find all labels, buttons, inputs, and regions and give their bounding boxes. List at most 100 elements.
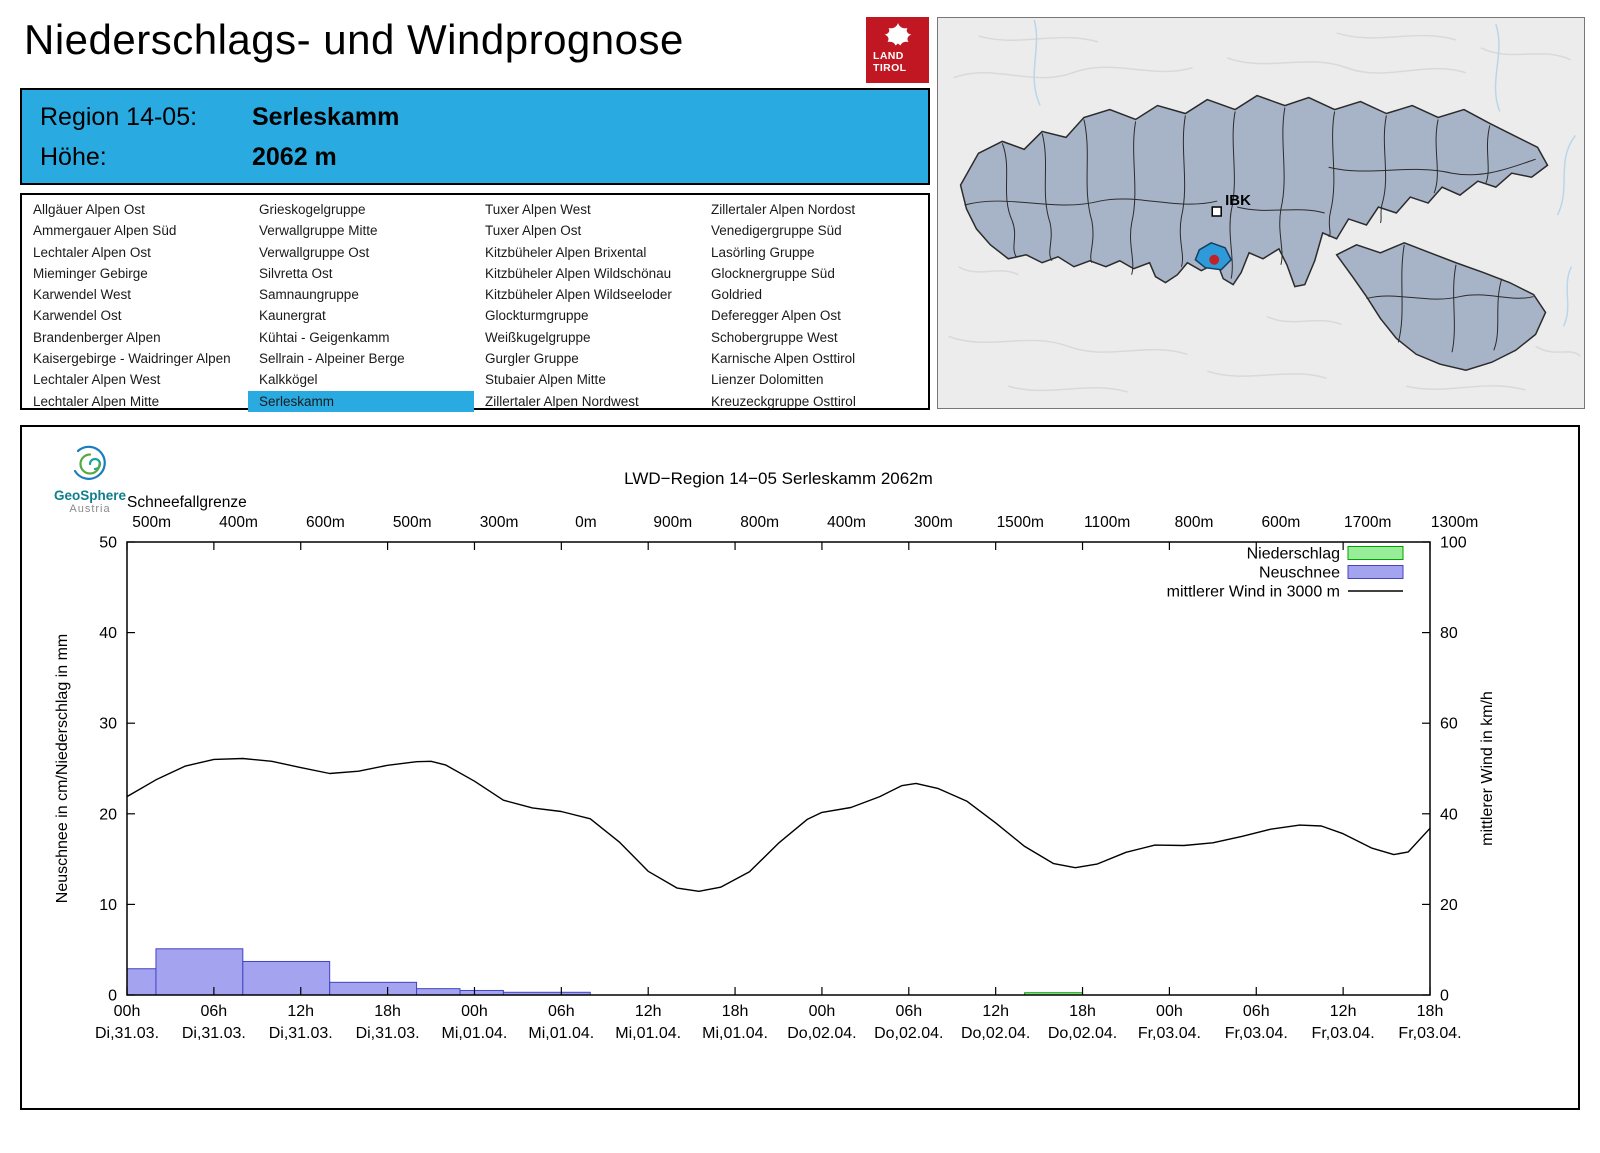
page-title: Niederschlags- und Windprognose — [24, 16, 684, 63]
x-tick-date-label: Di,31.03. — [182, 1025, 246, 1042]
geosphere-name: GeoSphere — [53, 488, 127, 503]
region-list-item[interactable]: Karnische Alpen Osttirol — [711, 351, 856, 367]
land-tirol-logo: LAND TIROL — [866, 17, 929, 83]
terrain-relief-lines — [948, 32, 1581, 393]
x-tick-date-label: Do,02.04. — [874, 1025, 943, 1042]
region-list-item[interactable]: Tuxer Alpen West — [485, 202, 591, 217]
geosphere-logo: GeoSphere Austria — [44, 445, 136, 516]
region-list-item[interactable]: Lechtaler Alpen Ost — [33, 244, 151, 260]
snowline-value: 1300m — [1431, 514, 1478, 531]
land-tirol-emblem-icon — [884, 23, 911, 46]
region-list-column: Zillertaler Alpen Nordost Venedigergruppe… — [700, 199, 926, 409]
region-list-item[interactable]: Kühtai - Geigenkamm — [259, 329, 390, 345]
region-list-item[interactable]: Allgäuer Alpen Ost — [33, 202, 145, 217]
region-list-item[interactable]: Lechtaler Alpen Mitte — [33, 393, 160, 409]
region-list-item[interactable]: Zillertaler Alpen Nordwest — [485, 393, 639, 409]
snowline-value: 400m — [219, 514, 258, 531]
region-list-item[interactable]: Zillertaler Alpen Nordost — [711, 202, 856, 217]
region-list-item[interactable]: Glocknergruppe Süd — [711, 265, 835, 281]
region-list-item[interactable]: Gurgler Gruppe — [485, 351, 579, 367]
x-tick-date-label: Fr,03.04. — [1138, 1025, 1201, 1042]
region-list-item[interactable]: Tuxer Alpen Ost — [485, 223, 582, 239]
forecast-chart: 00h Di,31.03. 06h Di,31.03. 12h Di,31.03. 18h D… — [54, 469, 1496, 1042]
region-list-item[interactable]: Kaisergebirge - Waidringer Alpen — [33, 351, 231, 367]
region-list-item[interactable]: Samnaungruppe — [259, 287, 359, 303]
region-list-item[interactable]: Brandenberger Alpen — [33, 329, 161, 345]
region-list-item[interactable]: Weißkugelgruppe — [485, 329, 591, 345]
region-list-item[interactable]: Verwallgruppe Ost — [259, 244, 370, 260]
x-tick-date-label: Fr,03.04. — [1398, 1025, 1461, 1042]
region-list-item[interactable]: Kitzbüheler Alpen Brixental — [485, 244, 647, 260]
x-tick-date-label: Fr,03.04. — [1225, 1025, 1288, 1042]
plot-frame — [126, 541, 1431, 996]
tirol-region-map: IBK — [937, 17, 1585, 409]
elevation-label: Höhe: — [40, 142, 107, 171]
wind-line — [126, 757, 1431, 892]
snowline-value: 1100m — [1084, 514, 1130, 531]
y-left-axis-title: Neuschnee in cm/Niederschlag in mm — [54, 634, 71, 903]
x-tick-time-label: 12h — [287, 1003, 314, 1020]
snowline-value: 900m — [653, 514, 692, 531]
region-list-item-selected[interactable]: Serleskamm — [248, 390, 474, 412]
elevation-value: 2062 m — [252, 142, 337, 171]
region-list-item[interactable]: Kalkkögel — [259, 372, 318, 388]
snowline-value: 300m — [480, 514, 519, 531]
x-tick-time-label: 12h — [1330, 1003, 1357, 1020]
region-list-item[interactable]: Kitzbüheler Alpen Wildschönau — [485, 265, 672, 281]
legend-label: Niederschlag — [1247, 546, 1340, 563]
x-tick-time-label: 18h — [722, 1003, 749, 1020]
snowline-value: 800m — [740, 514, 779, 531]
snowline-value: 500m — [393, 514, 432, 531]
region-list-item[interactable]: Deferegger Alpen Ost — [711, 308, 841, 324]
x-tick-date-label: Di,31.03. — [356, 1025, 420, 1042]
x-tick-time-label: 00h — [461, 1003, 488, 1020]
x-tick-time-label: 18h — [374, 1003, 401, 1020]
x-tick-date-label: Fr,03.04. — [1312, 1025, 1375, 1042]
y-left-tick-label: 40 — [99, 625, 117, 642]
snowline-value: 600m — [1261, 514, 1300, 531]
y-right-axis-title: mittlerer Wind in km/h — [1479, 691, 1496, 846]
region-list-item[interactable]: Schobergruppe West — [711, 329, 838, 345]
region-list-item[interactable]: Karwendel West — [33, 287, 132, 303]
region-list-column: Tuxer Alpen West Tuxer Alpen Ost Kitzbühel… — [474, 199, 700, 409]
snowline-value: 400m — [827, 514, 866, 531]
snowline-value: 600m — [306, 514, 345, 531]
region-list-item[interactable]: Stubaier Alpen Mitte — [485, 372, 606, 388]
neuschnee-bar — [329, 981, 418, 996]
region-list-item[interactable]: Venedigergruppe Süd — [711, 223, 842, 239]
region-list-item[interactable]: Kaunergrat — [259, 308, 326, 324]
x-tick-time-label: 06h — [548, 1003, 575, 1020]
region-list-item[interactable]: Glockturmgruppe — [485, 308, 589, 324]
region-list-item[interactable]: Kitzbüheler Alpen Wildseeloder — [485, 287, 672, 303]
x-tick-date-label: Di,31.03. — [95, 1025, 159, 1042]
region-list-column: Grieskogelgruppe Verwallgruppe Mitte Verwa… — [248, 199, 474, 412]
x-tick-date-label: Mi,01.04. — [528, 1025, 594, 1042]
region-list-column: Allgäuer Alpen Ost Ammergauer Alpen Süd Le… — [22, 199, 248, 409]
region-list-item[interactable]: Lasörling Gruppe — [711, 244, 815, 260]
region-list-item[interactable]: Ammergauer Alpen Süd — [33, 223, 177, 239]
region-list-item[interactable]: Grieskogelgruppe — [259, 202, 366, 217]
selected-region-marker — [1209, 254, 1220, 265]
x-tick-date-label: Mi,01.04. — [702, 1025, 768, 1042]
region-list-item[interactable]: Silvretta Ost — [259, 265, 333, 281]
legend-label: mittlerer Wind in 3000 m — [1167, 584, 1340, 601]
region-list-item[interactable]: Lechtaler Alpen West — [33, 372, 161, 388]
region-list-item[interactable]: Goldried — [711, 287, 763, 303]
region-list-item[interactable]: Kreuzeckgruppe Osttirol — [711, 393, 856, 409]
snowline-value: 1700m — [1344, 514, 1391, 531]
y-left-tick-label: 50 — [99, 535, 117, 552]
region-list-item[interactable]: Sellrain - Alpeiner Berge — [259, 351, 405, 367]
river-lines — [1033, 19, 1576, 327]
region-list-item[interactable]: Verwallgruppe Mitte — [259, 223, 378, 239]
neuschnee-bar — [126, 968, 157, 996]
region-list-item[interactable]: Lienzer Dolomitten — [711, 372, 824, 388]
snowline-value: 1500m — [997, 514, 1044, 531]
region-list-item[interactable]: Karwendel Ost — [33, 308, 122, 324]
chart-title: LWD−Region 14−05 Serleskamm 2062m — [624, 469, 933, 488]
geosphere-logo-icon — [73, 445, 106, 480]
region-list-item[interactable]: Mieminger Gebirge — [33, 265, 148, 281]
y-right-tick-label: 0 — [1440, 988, 1449, 1005]
y-right-tick-label: 60 — [1440, 716, 1458, 733]
forecast-chart-panel: GeoSphere Austria 00h Di,31.03. 06h Di,31.0… — [20, 425, 1580, 1110]
snowline-value: 800m — [1175, 514, 1214, 531]
